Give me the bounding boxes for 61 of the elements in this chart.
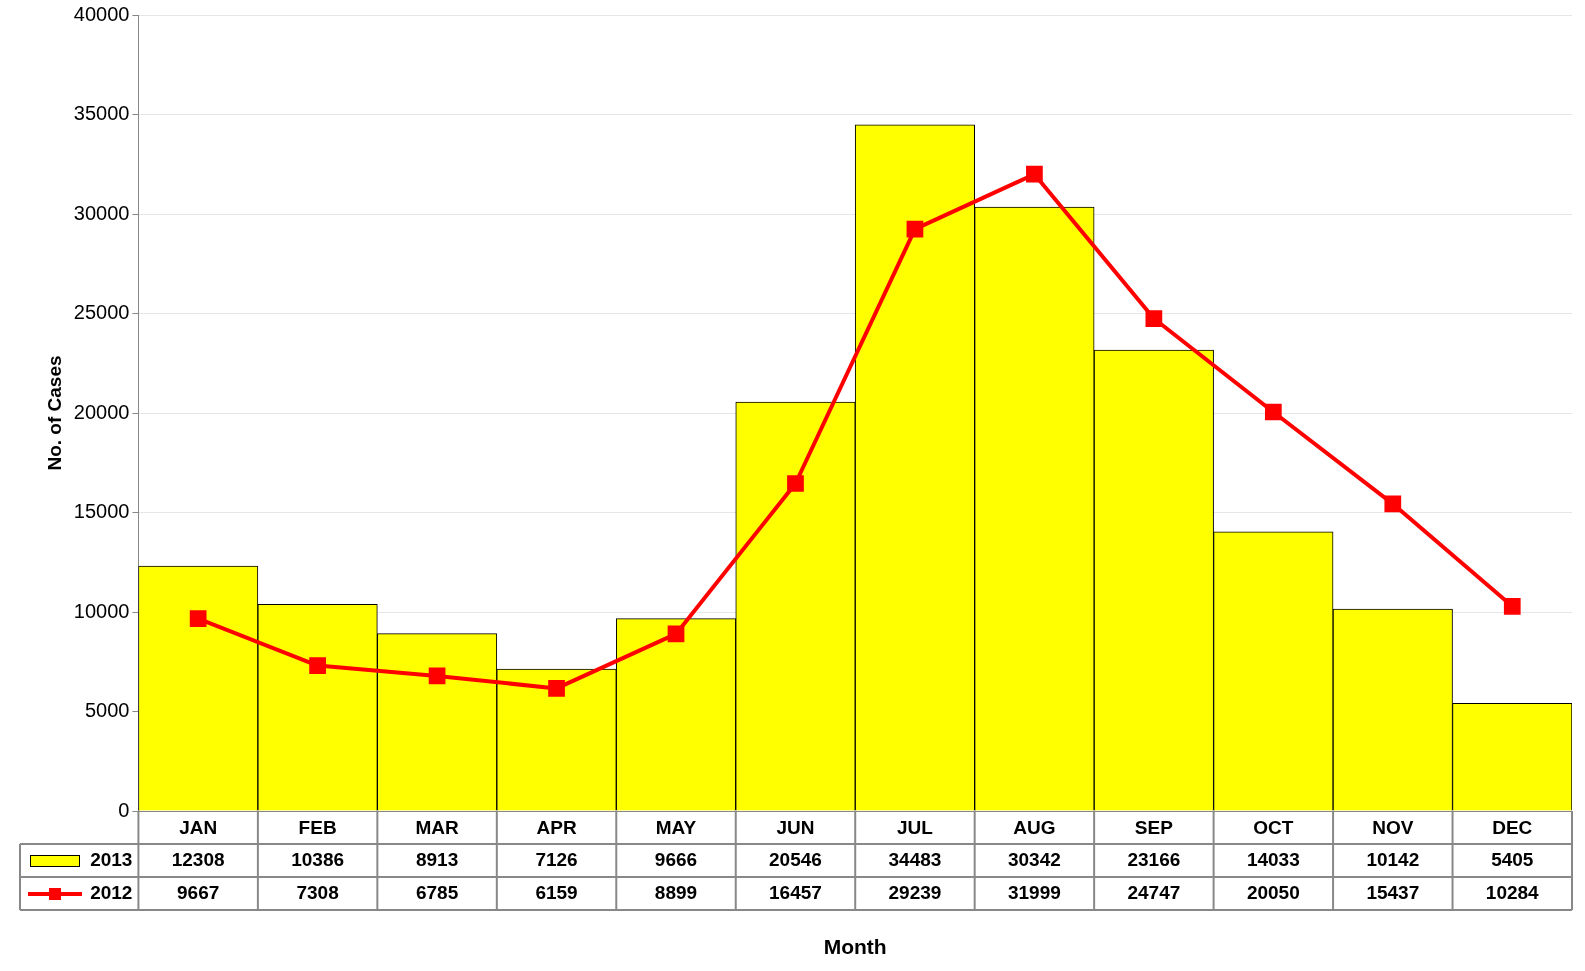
x-tick-label: JUN [776, 816, 815, 838]
point [1026, 165, 1043, 183]
y-tick-label: 25000 [73, 301, 130, 324]
data-label: 15437 [1366, 881, 1420, 903]
data-label: 24747 [1127, 881, 1181, 903]
y-tick-label: 5000 [84, 699, 130, 722]
data-label: 12308 [171, 848, 225, 870]
x-tick-label: DEC [1492, 816, 1533, 838]
y-tick-label: 0 [118, 798, 130, 821]
point [548, 680, 565, 697]
data-label: 31999 [1007, 881, 1061, 903]
x-tick-label: SEP [1134, 816, 1174, 838]
data-label: 8899 [654, 881, 698, 903]
point [1145, 310, 1163, 327]
point [189, 610, 207, 627]
data-label: 7308 [296, 881, 339, 903]
data-label: 6785 [415, 881, 459, 903]
y-tick-label: 35000 [73, 102, 130, 125]
point [1264, 403, 1282, 421]
data-label: 5405 [1491, 848, 1534, 870]
point [428, 667, 446, 685]
data-label: 7126 [535, 848, 578, 870]
data-label: 10386 [291, 848, 345, 870]
data-label: 20546 [769, 848, 822, 870]
data-label: 34483 [888, 848, 942, 870]
point [309, 657, 326, 674]
x-tick-label: OCT [1253, 816, 1294, 838]
data-label: 6159 [535, 881, 578, 903]
data-label: 14033 [1246, 848, 1300, 870]
x-tick-label: APR [536, 816, 577, 838]
point [906, 220, 924, 238]
point [1503, 597, 1521, 615]
point [667, 625, 685, 643]
data-label: 16457 [769, 881, 822, 903]
y-tick-label: 20000 [73, 400, 130, 423]
x-axis-title: Month [823, 935, 887, 959]
x-tick-label: JUL [896, 816, 934, 838]
x-tick-label: MAR [415, 816, 459, 838]
x-tick-label: MAY [655, 816, 697, 838]
data-label: 23166 [1127, 848, 1181, 870]
x-tick-label: JAN [179, 816, 218, 838]
data-label: 9666 [654, 848, 698, 870]
y-tick-label: 10000 [73, 599, 130, 622]
data-label: 20050 [1246, 881, 1300, 903]
point [787, 475, 804, 492]
y-tick-label: 40000 [73, 2, 130, 25]
data-label: 29239 [888, 881, 942, 903]
y-axis-title: No. of Cases [43, 355, 65, 471]
data-label: 9667 [177, 881, 220, 903]
x-tick-label: AUG [1013, 816, 1056, 838]
x-tick-label: NOV [1372, 816, 1414, 838]
y-tick-label: 30000 [73, 201, 130, 224]
y-tick-label: 15000 [73, 500, 130, 523]
legend-label: 2013 [90, 848, 133, 870]
data-label: 10284 [1485, 881, 1540, 903]
x-tick-label: FEB [298, 816, 337, 838]
point [1384, 495, 1402, 513]
data-label: 10142 [1366, 848, 1420, 870]
data-label: 30342 [1007, 848, 1061, 870]
legend-label: 2012 [90, 881, 133, 903]
data-label: 8913 [415, 848, 459, 870]
